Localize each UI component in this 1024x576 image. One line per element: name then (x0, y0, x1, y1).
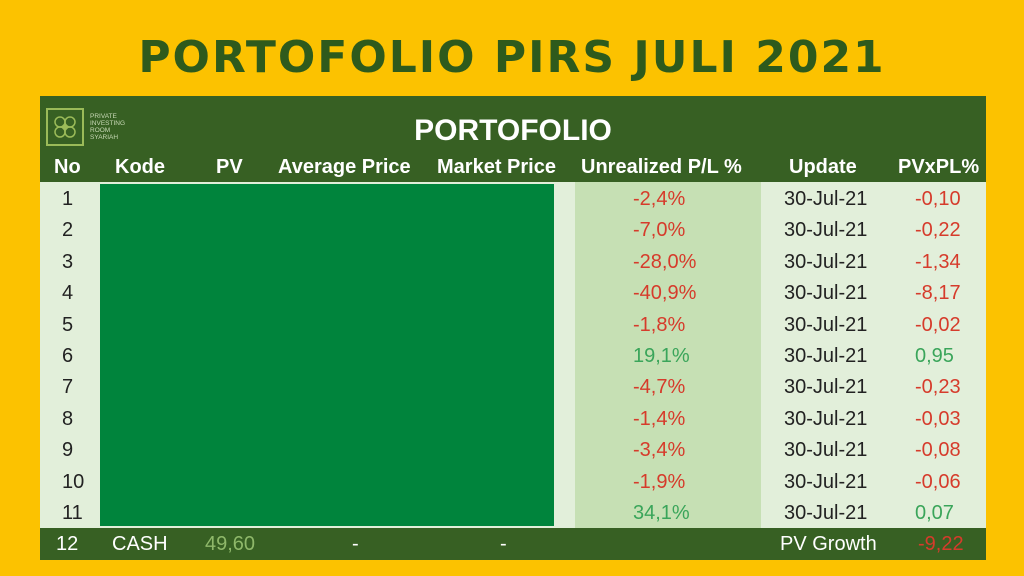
row-no: 6 (62, 345, 74, 367)
row-pvxpl: 0,07 (915, 502, 954, 524)
table-title: PORTOFOLIO (414, 114, 612, 147)
row-unrealized-pl: -40,9% (633, 282, 697, 304)
footer-pv-growth-value: -9,22 (918, 533, 964, 555)
footer-kode: CASH (112, 533, 168, 555)
row-update: 30-Jul-21 (784, 471, 868, 493)
page-title: PORTOFOLIO PIRS JULI 2021 (138, 32, 886, 83)
row-unrealized-pl: 19,1% (633, 345, 690, 367)
row-no: 2 (62, 219, 74, 241)
column-header-update: Update (789, 156, 857, 178)
row-pvxpl: -0,22 (915, 219, 961, 241)
column-header-average-price: Average Price (278, 156, 411, 178)
unrealized-pl-column-band (575, 182, 761, 528)
column-header-market-price: Market Price (437, 156, 556, 178)
column-header-pvxpl: PVxPL% (898, 156, 980, 178)
row-update: 30-Jul-21 (784, 282, 868, 304)
row-pvxpl: 0,95 (915, 345, 954, 367)
table-footer: 12 CASH 49,60 - - PV Growth -9,22 (40, 528, 986, 560)
column-header-kode: Kode (115, 156, 165, 178)
row-no: 8 (62, 408, 74, 430)
row-no: 9 (62, 439, 74, 461)
row-no: 3 (62, 251, 74, 273)
logo: PRIVATE INVESTING ROOM SYARIAH (46, 104, 158, 150)
row-unrealized-pl: -1,4% (633, 408, 686, 430)
row-no: 7 (62, 376, 74, 398)
row-update: 30-Jul-21 (784, 251, 868, 273)
row-update: 30-Jul-21 (784, 376, 868, 398)
row-update: 30-Jul-21 (784, 219, 868, 241)
row-pvxpl: -0,03 (915, 408, 961, 430)
footer-average-price: - (352, 533, 359, 555)
table-header: PRIVATE INVESTING ROOM SYARIAH PORTOFOLI… (40, 96, 986, 182)
footer-pv: 49,60 (205, 533, 256, 555)
row-update: 30-Jul-21 (784, 188, 868, 210)
column-header-pv: PV (216, 156, 243, 178)
row-update: 30-Jul-21 (784, 502, 868, 524)
column-header-unrealized-pl: Unrealized P/L % (581, 156, 742, 178)
row-pvxpl: -0,23 (915, 376, 961, 398)
row-unrealized-pl: -4,7% (633, 376, 686, 398)
column-header-no: No (54, 156, 81, 178)
row-unrealized-pl: -2,4% (633, 188, 686, 210)
row-update: 30-Jul-21 (784, 439, 868, 461)
logo-text: PRIVATE INVESTING ROOM SYARIAH (90, 113, 126, 141)
row-unrealized-pl: -7,0% (633, 219, 686, 241)
row-unrealized-pl: -1,9% (633, 471, 686, 493)
row-no: 10 (62, 471, 85, 493)
row-unrealized-pl: -1,8% (633, 314, 686, 336)
row-update: 30-Jul-21 (784, 408, 868, 430)
redacted-block (100, 184, 554, 526)
footer-no: 12 (56, 533, 79, 555)
footer-market-price: - (500, 533, 507, 555)
logo-icon (46, 108, 84, 146)
row-pvxpl: -8,17 (915, 282, 961, 304)
row-update: 30-Jul-21 (784, 314, 868, 336)
footer-pv-growth-label: PV Growth (780, 533, 877, 555)
row-no: 4 (62, 282, 74, 304)
row-no: 5 (62, 314, 74, 336)
row-unrealized-pl: 34,1% (633, 502, 690, 524)
row-pvxpl: -0,10 (915, 188, 961, 210)
row-unrealized-pl: -3,4% (633, 439, 686, 461)
row-pvxpl: -0,06 (915, 471, 961, 493)
row-pvxpl: -0,08 (915, 439, 961, 461)
row-no: 11 (62, 502, 83, 524)
portfolio-table: PRIVATE INVESTING ROOM SYARIAH PORTOFOLI… (40, 96, 986, 560)
row-pvxpl: -1,34 (915, 251, 961, 273)
row-update: 30-Jul-21 (784, 345, 868, 367)
row-unrealized-pl: -28,0% (633, 251, 697, 273)
row-no: 1 (62, 188, 74, 210)
row-pvxpl: -0,02 (915, 314, 961, 336)
